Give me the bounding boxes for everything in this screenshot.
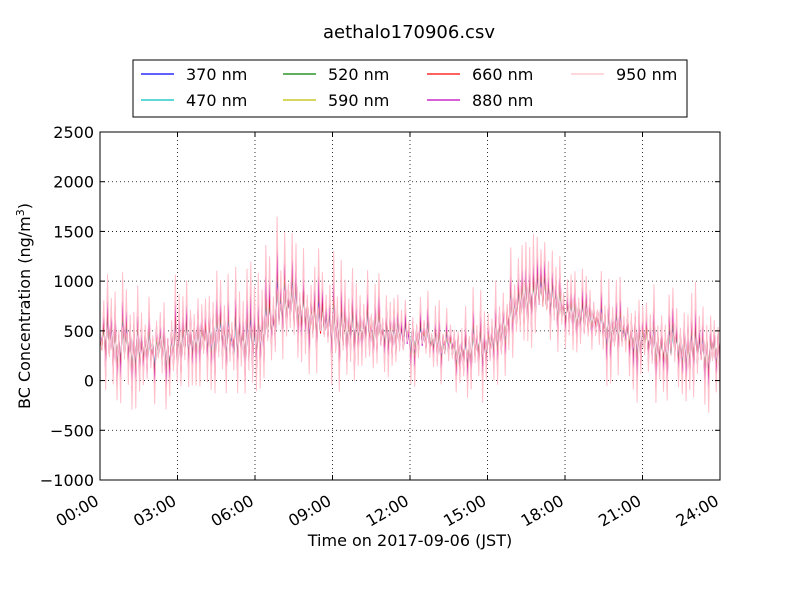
y-tick-label: −500 (50, 421, 94, 440)
legend-label: 950 nm (616, 65, 677, 84)
y-tick-label: 1500 (53, 222, 94, 241)
y-axis-label: BC Concentration (ng/m3) (14, 203, 34, 409)
y-axis-label-superscript: 3 (14, 209, 27, 216)
legend-box (132, 59, 688, 118)
y-tick-label: 0 (84, 372, 94, 391)
x-tick-label: 12:00 (363, 491, 412, 531)
y-tick-label: 2000 (53, 173, 94, 192)
y-axis-label-close: ) (15, 203, 34, 209)
legend-label: 370 nm (186, 65, 247, 84)
legend-label: 520 nm (328, 65, 389, 84)
chart-title: aethalo170906.csv (323, 22, 495, 43)
axis-ticks (99, 131, 721, 481)
x-tick-label: 18:00 (518, 491, 567, 531)
legend: 370 nm 470 nm 520 nm 590 nm 660 nm 880 nm 950 … (132, 59, 688, 118)
x-axis-label: Time on 2017-09-06 (JST) (307, 531, 512, 550)
x-tick-label: 24:00 (673, 491, 722, 531)
y-tick-label: 500 (63, 322, 94, 341)
series-line-950-nm (99, 216, 721, 413)
y-tick-label: 1000 (53, 272, 94, 291)
legend-label: 660 nm (472, 65, 533, 84)
series-lines (99, 216, 721, 413)
legend-label: 880 nm (472, 91, 533, 110)
x-tick-label: 15:00 (440, 491, 489, 531)
x-tick-label: 03:00 (130, 491, 179, 531)
x-tick-label: 21:00 (595, 491, 644, 531)
y-tick-label: −1000 (40, 471, 94, 490)
legend-label: 590 nm (328, 91, 389, 110)
x-tick-label: 00:00 (53, 491, 102, 531)
y-axis-label-main: BC Concentration (ng/m (15, 216, 34, 409)
x-tick-label: 09:00 (285, 491, 334, 531)
plot-area (99, 131, 721, 481)
y-tick-label: 2500 (53, 123, 94, 142)
legend-label: 470 nm (186, 91, 247, 110)
x-tick-label: 06:00 (208, 491, 257, 531)
